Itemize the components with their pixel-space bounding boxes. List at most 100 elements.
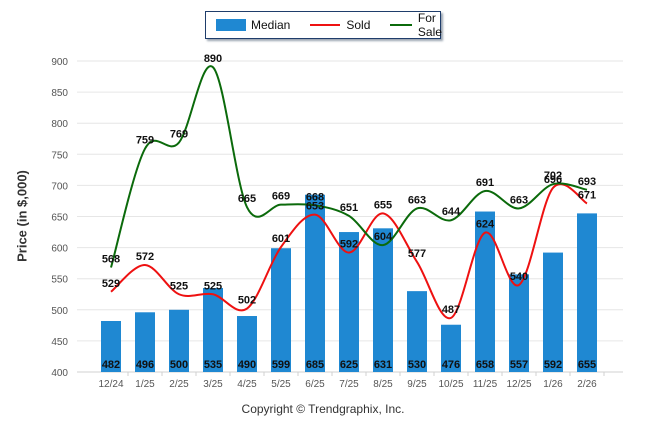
x-tick-label: 12/24 — [98, 379, 123, 390]
for-sale-value-label: 665 — [238, 193, 256, 205]
sold-value-label: 655 — [374, 199, 392, 211]
x-tick-label: 2/26 — [577, 379, 597, 390]
x-tick-label: 10/25 — [438, 379, 463, 390]
median-value-label: 482 — [102, 359, 120, 371]
y-tick-label: 750 — [51, 150, 68, 161]
median-bar — [407, 291, 427, 372]
data-labels: 482 496 500 535 490 599 685 625 631 530 476 658 557 5… — [102, 53, 596, 371]
sold-value-label: 502 — [238, 295, 256, 307]
sold-value-label: 671 — [578, 189, 596, 201]
x-tick-label: 7/25 — [339, 379, 359, 390]
for-sale-value-label: 769 — [170, 128, 188, 140]
for-sale-value-label: 693 — [578, 176, 596, 188]
sold-value-label: 529 — [102, 278, 120, 290]
median-bar — [135, 312, 155, 372]
y-tick-label: 900 — [51, 57, 68, 68]
x-tick-label: 2/25 — [169, 379, 189, 390]
y-tick-label: 500 — [51, 306, 68, 317]
y-tick-label: 450 — [51, 337, 68, 348]
median-bar — [101, 320, 121, 372]
x-tick-label: 12/25 — [506, 379, 531, 390]
median-value-label: 658 — [476, 359, 494, 371]
median-value-label: 530 — [408, 359, 426, 371]
median-value-label: 625 — [340, 359, 358, 371]
x-axis-ticks: 12/24 1/25 2/25 3/25 4/25 5/25 6/25 7/25 8/25 9/2… — [98, 372, 605, 390]
median-value-label: 557 — [510, 359, 528, 371]
median-value-label: 631 — [374, 359, 392, 371]
x-tick-label: 5/25 — [271, 379, 291, 390]
sold-value-label: 624 — [476, 219, 495, 231]
median-value-label: 500 — [170, 359, 188, 371]
for-sale-value-label: 663 — [510, 194, 528, 206]
y-tick-label: 800 — [51, 119, 68, 130]
median-value-label: 592 — [544, 359, 562, 371]
for-sale-value-label: 568 — [102, 254, 120, 266]
median-value-label: 535 — [204, 359, 222, 371]
legend-item-sold[interactable]: Sold — [300, 18, 370, 32]
median-bar — [577, 213, 597, 372]
for-sale-swatch — [390, 24, 412, 26]
y-axis-ticks: 400 450 500 550 600 650 700 750 800 850 900 — [51, 57, 68, 379]
median-value-label: 655 — [578, 359, 596, 371]
y-tick-label: 400 — [51, 368, 68, 379]
sold-value-label: 577 — [408, 248, 426, 260]
median-bar — [373, 228, 393, 372]
median-value-label: 599 — [272, 359, 290, 371]
for-sale-value-label: 759 — [136, 135, 154, 147]
sold-value-label: 653 — [306, 201, 324, 213]
legend-label-sold: Sold — [346, 18, 371, 32]
for-sale-value-label: 669 — [272, 191, 290, 203]
y-tick-label: 600 — [51, 244, 68, 255]
sold-value-label: 572 — [136, 251, 154, 263]
y-axis-title: Price (in $,000) — [14, 170, 30, 262]
median-bars — [101, 194, 597, 372]
median-bar — [475, 211, 495, 372]
median-value-label: 685 — [306, 359, 324, 371]
median-bar — [169, 309, 189, 372]
legend-label-median: Median — [251, 18, 291, 32]
x-tick-label: 3/25 — [203, 379, 223, 390]
sold-value-label: 540 — [510, 271, 528, 283]
sold-value-label: 601 — [272, 233, 290, 245]
y-tick-label: 700 — [51, 181, 68, 192]
median-bar — [543, 252, 563, 372]
for-sale-value-label: 702 — [544, 170, 562, 182]
for-sale-line — [110, 65, 588, 268]
legend: Median Sold For Sale — [205, 11, 442, 39]
x-tick-label: 9/25 — [407, 379, 427, 390]
median-bar — [441, 324, 461, 372]
median-bar — [271, 248, 291, 372]
median-bar — [203, 288, 223, 372]
for-sale-value-label: 890 — [204, 53, 222, 65]
for-sale-value-label: 668 — [306, 191, 324, 203]
for-sale-value-label: 644 — [442, 206, 461, 218]
x-tick-label: 6/25 — [305, 379, 325, 390]
x-tick-label: 8/25 — [373, 379, 393, 390]
sold-value-label: 487 — [442, 304, 460, 316]
legend-item-median[interactable]: Median — [216, 18, 290, 32]
sold-value-label: 525 — [204, 280, 222, 292]
x-tick-label: 1/26 — [543, 379, 563, 390]
sold-value-label: 696 — [544, 174, 562, 186]
median-swatch — [216, 19, 246, 31]
y-tick-label: 550 — [51, 275, 68, 286]
y-tick-label: 650 — [51, 213, 68, 224]
legend-label-for-sale: For Sale — [417, 11, 442, 39]
x-tick-label: 11/25 — [473, 379, 498, 390]
median-bar — [509, 274, 529, 372]
median-bar — [339, 232, 359, 372]
for-sale-value-label: 604 — [374, 231, 393, 243]
median-bar — [305, 194, 325, 372]
for-sale-value-label: 651 — [340, 202, 358, 214]
sold-swatch — [310, 24, 341, 26]
median-value-label: 496 — [136, 359, 154, 371]
y-tick-label: 850 — [51, 88, 68, 99]
sold-value-label: 525 — [170, 280, 188, 292]
median-value-label: 490 — [238, 359, 256, 371]
sold-value-label: 592 — [340, 239, 358, 251]
for-sale-value-label: 663 — [408, 194, 426, 206]
x-tick-label: 4/25 — [237, 379, 257, 390]
for-sale-value-label: 691 — [476, 177, 494, 189]
trend-lines — [110, 65, 588, 319]
legend-item-for-sale[interactable]: For Sale — [380, 11, 450, 39]
